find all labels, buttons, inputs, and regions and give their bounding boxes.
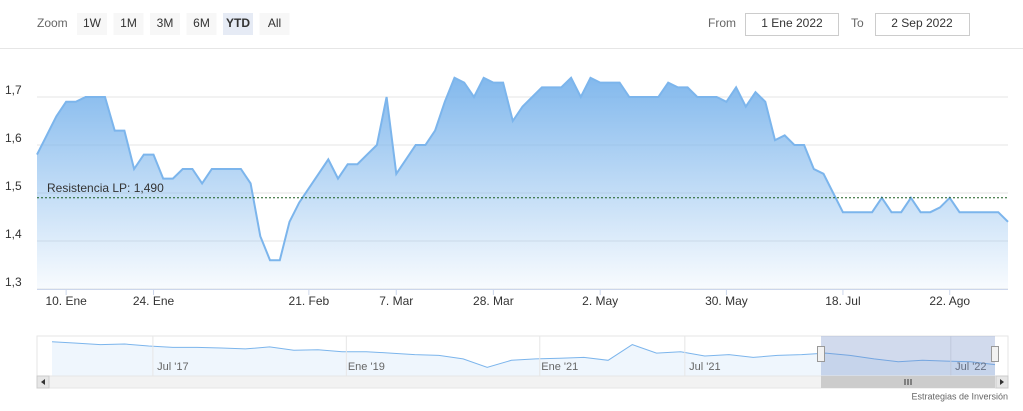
range-button[interactable] xyxy=(77,13,107,35)
y-tick-label: 1,5 xyxy=(5,179,22,193)
x-tick-label: 30. May xyxy=(705,294,748,308)
range-button-label[interactable]: 3M xyxy=(157,16,174,30)
x-tick-label: 21. Feb xyxy=(289,294,330,308)
x-tick-label: 18. Jul xyxy=(825,294,860,308)
navigator-label: Jul '17 xyxy=(157,361,188,373)
zoom-label: Zoom xyxy=(37,16,68,30)
y-tick-label: 1,3 xyxy=(5,275,22,289)
range-button-label[interactable]: All xyxy=(268,16,281,30)
credits: Estrategias de Inversión xyxy=(911,391,1008,401)
x-tick-label: 2. May xyxy=(582,294,618,308)
range-button-label[interactable]: 1W xyxy=(83,16,102,30)
navigator-label: Jul '21 xyxy=(689,361,720,373)
range-button[interactable] xyxy=(186,13,217,35)
line xyxy=(36,76,1009,262)
range-button[interactable] xyxy=(150,13,180,35)
y-tick-label: 1,6 xyxy=(5,131,22,145)
y-tick-label: 1,7 xyxy=(5,83,22,97)
scroll-right-arrow xyxy=(1000,379,1004,385)
from-input[interactable] xyxy=(745,13,839,36)
navigator-handle[interactable] xyxy=(991,346,999,362)
from-value[interactable]: 1 Ene 2022 xyxy=(761,16,823,30)
from-label: From xyxy=(708,16,736,30)
navigator-area xyxy=(52,341,995,376)
resistance-label: Resistencia LP: 1,490 xyxy=(47,181,164,195)
range-button[interactable] xyxy=(259,13,290,35)
x-tick-label: 28. Mar xyxy=(473,294,514,308)
scroll-left-arrow xyxy=(41,379,45,385)
range-button[interactable] xyxy=(223,13,253,35)
navigator-label: Ene '21 xyxy=(541,361,578,373)
x-tick-label: 10. Ene xyxy=(45,294,87,308)
navigator-handle[interactable] xyxy=(817,346,825,362)
range-button-label[interactable]: YTD xyxy=(226,16,250,30)
to-input[interactable] xyxy=(875,13,970,36)
area-fill xyxy=(37,77,1008,289)
navigator-label: Jul '22 xyxy=(955,361,986,373)
range-button[interactable] xyxy=(113,13,144,35)
to-value[interactable]: 2 Sep 2022 xyxy=(891,16,953,30)
to-label: To xyxy=(851,16,864,30)
x-tick-label: 22. Ago xyxy=(929,294,970,308)
navigator-line xyxy=(51,341,996,368)
range-button-label[interactable]: 1M xyxy=(120,16,137,30)
x-tick-label: 24. Ene xyxy=(133,294,175,308)
x-tick-label: 7. Mar xyxy=(379,294,413,308)
y-tick-label: 1,4 xyxy=(5,227,22,241)
scrollbar-grip xyxy=(904,379,912,385)
range-button-label[interactable]: 6M xyxy=(193,16,210,30)
navigator-label: Ene '19 xyxy=(348,361,385,373)
navigator-frame xyxy=(36,335,1009,377)
navigator-window[interactable] xyxy=(821,336,995,376)
